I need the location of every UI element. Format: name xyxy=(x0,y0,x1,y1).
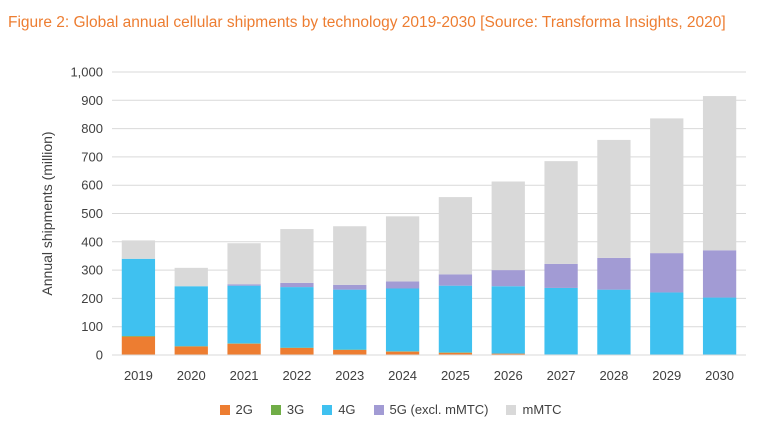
bar-segment xyxy=(491,270,525,287)
y-tick-label: 600 xyxy=(81,178,103,193)
legend-label: 4G xyxy=(338,402,356,417)
bar-segment xyxy=(544,161,578,264)
y-tick-label: 100 xyxy=(81,319,103,334)
bar-segment xyxy=(333,226,367,285)
y-tick-label: 800 xyxy=(81,121,103,136)
bar-segment xyxy=(650,253,684,293)
legend-swatch xyxy=(322,404,333,415)
bar-segment xyxy=(491,353,525,355)
y-tick-label: 200 xyxy=(81,291,103,306)
legend-label: 5G (excl. mMTC) xyxy=(389,402,489,417)
x-tick-label: 2028 xyxy=(599,368,628,383)
bar-segment xyxy=(597,289,631,355)
legend-label: mMTC xyxy=(522,402,562,417)
y-tick-label: 700 xyxy=(81,149,103,164)
bar-segment xyxy=(121,336,156,355)
x-tick-label: 2026 xyxy=(494,368,523,383)
bar-segment xyxy=(227,284,261,286)
bar-segment xyxy=(174,267,208,287)
legend-item: 2G xyxy=(219,402,253,417)
x-tick-label: 2023 xyxy=(335,368,364,383)
bar-segment xyxy=(385,351,420,355)
x-tick-label: 2025 xyxy=(441,368,470,383)
x-tick-label: 2021 xyxy=(230,368,259,383)
x-tick-label: 2029 xyxy=(652,368,681,383)
bar-segment xyxy=(121,336,156,337)
legend-item: mMTC xyxy=(506,402,561,417)
bar-segment xyxy=(333,289,367,350)
legend-swatch xyxy=(506,404,517,415)
chart-legend: 2G 3G 4G 5G (excl. mMTC) mMTC xyxy=(0,402,781,417)
bar-segment xyxy=(227,243,261,285)
y-tick-label: 500 xyxy=(81,206,103,221)
legend-item: 5G (excl. mMTC) xyxy=(373,402,489,417)
bar-segment xyxy=(227,343,261,355)
bar-segment xyxy=(174,346,208,355)
y-tick-label: 300 xyxy=(81,263,103,278)
bar-segment xyxy=(385,288,420,352)
legend-item: 3G xyxy=(270,402,305,417)
y-tick-label: 900 xyxy=(81,93,103,108)
bar-segment xyxy=(544,287,578,355)
bar-segment xyxy=(280,287,314,348)
bar-segment xyxy=(702,297,737,355)
bar-segment xyxy=(280,347,314,355)
legend-item: 4G xyxy=(322,402,356,417)
legend-label: 2G xyxy=(235,402,253,417)
bar-segment xyxy=(438,274,473,286)
bar-segment xyxy=(544,263,578,288)
bar-segment xyxy=(333,284,367,290)
legend-swatch xyxy=(270,404,281,415)
x-tick-label: 2030 xyxy=(705,368,734,383)
bar-segment xyxy=(650,118,684,254)
x-tick-label: 2019 xyxy=(124,368,153,383)
bar-segment xyxy=(280,282,314,288)
y-tick-label: 1,000 xyxy=(70,65,103,80)
bar-segment xyxy=(121,258,156,337)
legend-label: 3G xyxy=(286,402,305,417)
bar-segment xyxy=(438,285,473,353)
legend-swatch xyxy=(373,404,384,415)
y-tick-label: 400 xyxy=(81,234,103,249)
x-tick-label: 2022 xyxy=(282,368,311,383)
bar-segment xyxy=(491,181,525,271)
bar-segment xyxy=(174,286,208,347)
bar-segment xyxy=(385,216,420,282)
bar-segment xyxy=(385,281,420,289)
x-tick-label: 2024 xyxy=(388,368,417,383)
legend-swatch xyxy=(219,404,230,415)
x-tick-label: 2020 xyxy=(177,368,206,383)
bar-segment xyxy=(597,257,631,290)
y-axis-label: Annual shipments (million) xyxy=(39,131,55,295)
bar-segment xyxy=(597,139,631,258)
bar-segment xyxy=(702,96,737,251)
bar-segment xyxy=(438,352,473,355)
bar-segment xyxy=(702,250,737,298)
x-tick-label: 2027 xyxy=(547,368,576,383)
bar-segment xyxy=(438,197,473,275)
bar-segment xyxy=(491,286,525,354)
bar-segment xyxy=(333,349,367,355)
bar-segment xyxy=(280,229,314,283)
bar-segment xyxy=(121,240,156,259)
bar-segment xyxy=(227,285,261,344)
bar-segment xyxy=(650,292,684,355)
chart-title: Figure 2: Global annual cellular shipmen… xyxy=(8,14,726,31)
y-tick-label: 0 xyxy=(96,348,103,363)
